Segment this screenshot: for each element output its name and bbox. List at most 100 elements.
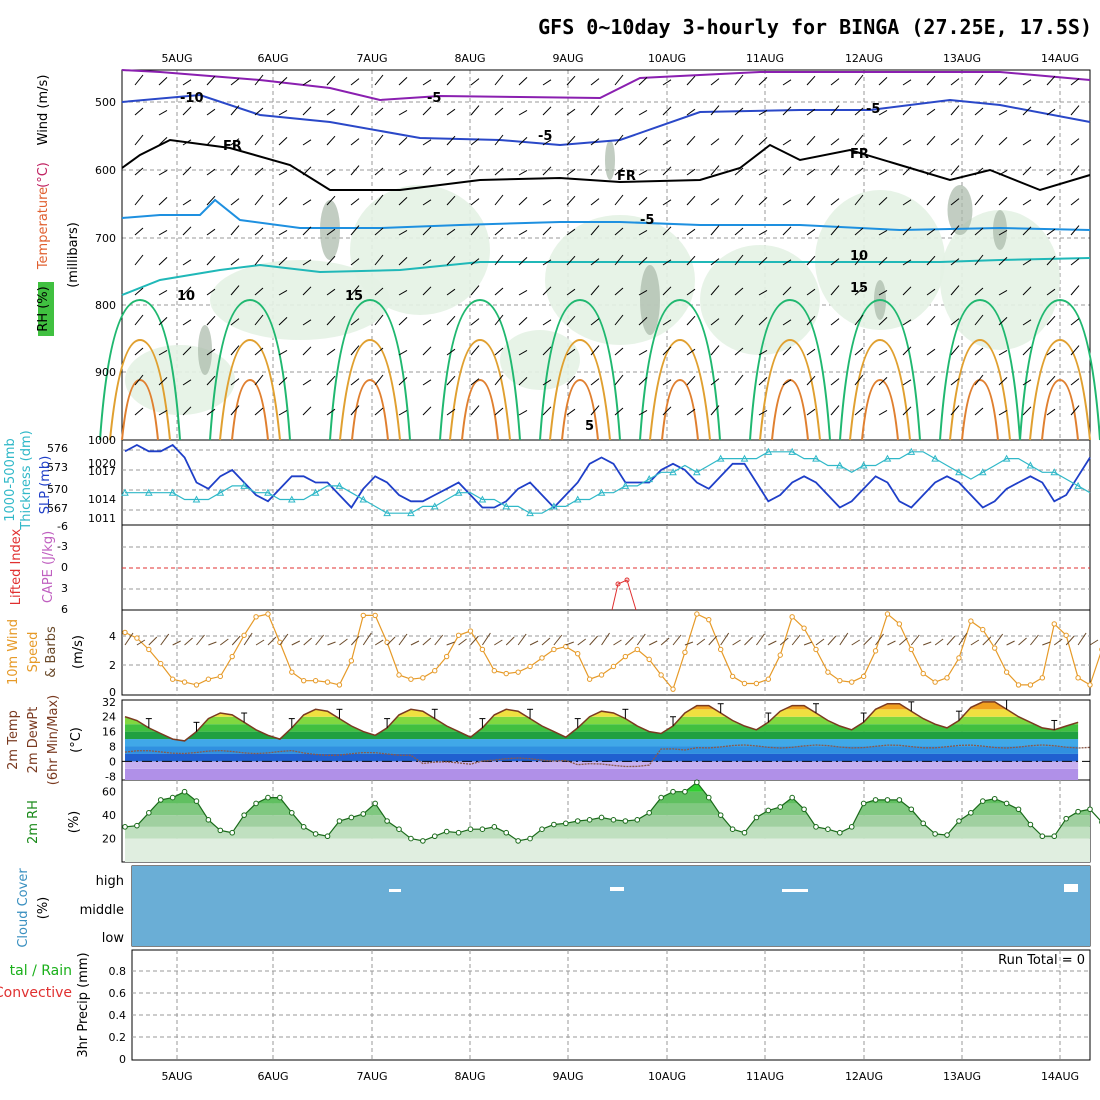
wind-speed-marker: [229, 653, 235, 660]
rh-marker: [753, 814, 760, 821]
rh-marker: [265, 794, 271, 801]
wind-barb-10m: [708, 635, 718, 646]
wind-barb: [710, 78, 720, 86]
wind-barb: [998, 77, 1008, 86]
axis-label: (m/s): [71, 635, 86, 669]
rh-marker: [288, 810, 295, 816]
wind-barb-10m: [1065, 635, 1075, 646]
wind-barb: [662, 286, 672, 296]
wind-barb: [662, 199, 672, 206]
cloud-level-label: high: [96, 874, 124, 889]
axis-label: & Barbs: [44, 626, 59, 678]
wind-barb: [1070, 285, 1080, 296]
wind-barb-10m: [255, 639, 265, 646]
y-tick-pressure: 700: [95, 232, 116, 245]
rh-marker: [717, 812, 724, 818]
wind-barb: [398, 109, 408, 116]
wind-speed-marker: [706, 616, 712, 623]
wind-barb: [446, 408, 456, 416]
wind-barb-10m: [958, 632, 968, 646]
y-tick-rh: 60: [102, 786, 116, 799]
axis-label: CAPE (J/kg): [41, 531, 56, 603]
y-tick-slp: 1017: [88, 465, 116, 478]
wind-barb: [662, 139, 672, 146]
wind-barb: [374, 134, 384, 146]
wind-barb: [830, 258, 840, 266]
wind-barb: [782, 199, 792, 206]
wind-barb-10m: [589, 635, 599, 646]
wind-barb: [590, 138, 600, 146]
rh-marker: [146, 810, 152, 816]
wind-barb: [134, 134, 144, 146]
wind-barb-10m: [648, 640, 658, 646]
wind-barb: [302, 199, 312, 206]
wind-barb-10m: [470, 635, 479, 646]
wind-barb: [134, 374, 144, 386]
wind-barb: [974, 74, 984, 86]
wind-barb: [182, 406, 192, 416]
wind-barb: [782, 106, 792, 116]
wind-barb: [710, 318, 720, 326]
wind-barb: [422, 379, 432, 386]
wind-barb: [686, 228, 696, 236]
wind-barb: [134, 74, 144, 86]
wind-barb-10m: [970, 639, 980, 646]
thickness-marker: [955, 468, 963, 476]
thickness-marker: [1026, 461, 1035, 469]
wind-barb: [422, 79, 432, 86]
date-label-bottom: 10AUG: [648, 1070, 686, 1083]
wind-barb: [1022, 79, 1032, 86]
rh-marker: [1039, 833, 1046, 840]
y-tick-temp: 16: [102, 726, 116, 739]
wind-barb: [374, 194, 384, 206]
wind-barb: [134, 347, 144, 356]
wind-barb-10m: [422, 637, 432, 646]
rh-marker: [1003, 800, 1010, 807]
wind-barb: [374, 407, 384, 416]
wind-speed-marker: [265, 611, 271, 617]
rh-marker: [515, 838, 521, 844]
wind-barb: [542, 166, 552, 176]
wind-barb: [302, 259, 312, 266]
rh-shade: [210, 260, 390, 340]
wind-barb: [758, 377, 768, 386]
wind-barb: [854, 194, 864, 206]
wind-speed-marker: [813, 646, 819, 653]
wind-barb: [326, 108, 336, 116]
thickness-marker: [883, 454, 892, 462]
rh-legend-swatch: [38, 282, 54, 336]
wind-barb: [1046, 228, 1056, 236]
wind-barb: [326, 228, 336, 236]
wind-barb: [302, 379, 312, 386]
axis-label: SLP (mb): [38, 456, 53, 515]
rh-marker: [968, 810, 974, 816]
wind-barb: [926, 108, 936, 116]
y-tick-temp: -8: [105, 770, 116, 783]
wind-barb: [326, 135, 336, 146]
wind-barb-10m: [315, 634, 325, 646]
rh-marker: [539, 826, 545, 833]
wind-barb: [830, 165, 840, 176]
wind-barb-10m: [827, 635, 837, 646]
y-tick-rh: 40: [102, 809, 116, 822]
wind-barb: [710, 225, 720, 236]
wind-barb: [1046, 108, 1056, 116]
date-label-top: 13AUG: [943, 52, 981, 65]
rh-marker: [396, 826, 402, 833]
thickness-marker: [335, 481, 344, 489]
wind-speed-marker: [670, 686, 676, 692]
wind-barb: [494, 314, 504, 326]
rh-shade-dark: [993, 210, 1007, 250]
wind-barb-10m: [529, 640, 539, 646]
wind-barb: [398, 349, 408, 356]
wind-speed-marker: [539, 655, 545, 661]
rh-marker: [682, 788, 688, 795]
wind-barb: [350, 165, 360, 176]
wind-barb: [950, 78, 960, 86]
y-tick-wind: 4: [109, 630, 116, 643]
wind-barb: [206, 315, 216, 326]
wind-barb: [494, 287, 504, 296]
wind-barb: [326, 195, 336, 206]
contour-20: [339, 338, 401, 441]
wind-speed-marker: [527, 663, 533, 670]
